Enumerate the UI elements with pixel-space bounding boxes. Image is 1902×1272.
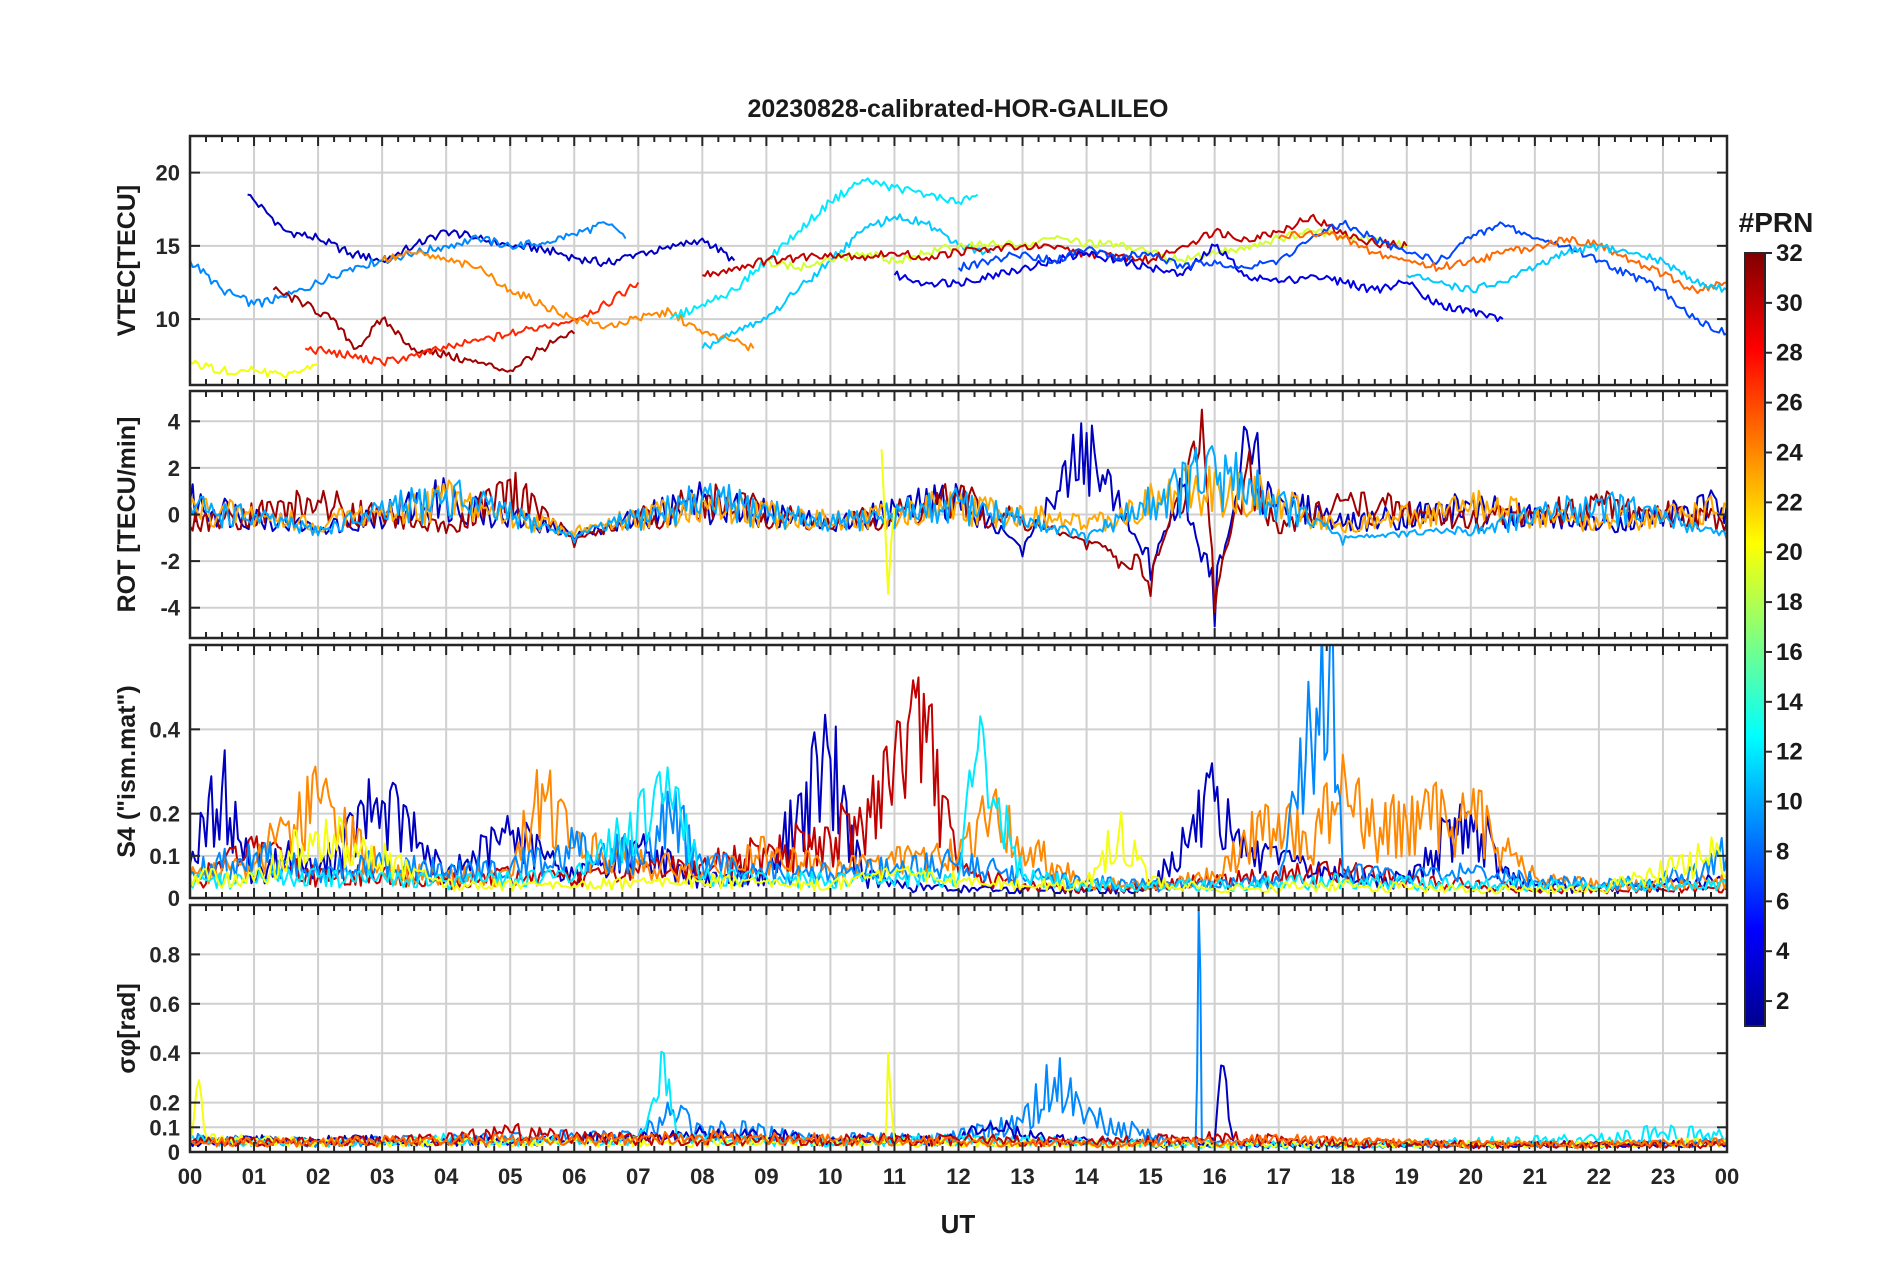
x-tick-label: 00 <box>178 1164 202 1189</box>
panel-sigma-phi: 00.10.2 0.4 0.6 0.8 σφ[rad] <box>113 903 1729 1165</box>
colorbar-tick-label: 30 <box>1776 290 1803 317</box>
x-tick-label: 03 <box>370 1164 394 1189</box>
colorbar-title: #PRN <box>1739 207 1814 238</box>
x-tick-label: 05 <box>498 1164 522 1189</box>
x-tick-label: 10 <box>818 1164 842 1189</box>
series-prn-3 <box>247 193 736 268</box>
y-tick-label: 0.2 <box>149 802 180 827</box>
x-tick-label: 04 <box>434 1164 459 1189</box>
colorbar-tick-label: 18 <box>1776 589 1803 616</box>
y-tick-label: 0.4 <box>149 1041 180 1066</box>
colorbar-tick-label: 22 <box>1776 489 1803 516</box>
x-tick-label: 20 <box>1459 1164 1483 1189</box>
y-axis-label-vtec: VTEC[TECU] <box>113 185 141 336</box>
colorbar-bar <box>1744 252 1766 1027</box>
colorbar-tick-label: 26 <box>1776 390 1803 417</box>
y-tick-label: 15 <box>156 234 180 259</box>
series-prn-20 <box>880 449 896 595</box>
series-group <box>190 408 1727 628</box>
series-prn-24 <box>190 753 1727 892</box>
y-tick-label: -2 <box>160 549 180 574</box>
y-tick-label: 0.1 <box>149 844 180 869</box>
x-tick-label: 17 <box>1266 1164 1290 1189</box>
y-axis-label-s4: S4 ("ism.mat") <box>113 685 141 857</box>
colorbar-tick-label: 32 <box>1776 240 1803 267</box>
series-prn-9 <box>190 221 627 308</box>
x-tick-label: 11 <box>883 1164 906 1189</box>
colorbar-tick-label: 6 <box>1776 888 1789 915</box>
panel-vtec: 10 15 20 VTEC[TECU] <box>113 134 1729 387</box>
y-tick-label: 0.6 <box>149 992 180 1017</box>
series-prn-12 <box>190 715 1727 893</box>
colorbar-tick-label: 16 <box>1776 639 1803 666</box>
x-tick-label: 09 <box>754 1164 778 1189</box>
x-tick-label: 06 <box>562 1164 586 1189</box>
series-prn-11 <box>701 213 992 350</box>
y-tick-label: 0 <box>168 503 180 528</box>
y-tick-label: 10 <box>156 307 180 332</box>
series-prn-31 <box>272 286 576 373</box>
chart-title: 20230828-calibrated-HOR-GALILEO <box>748 95 1169 123</box>
x-tick-label: 22 <box>1587 1164 1611 1189</box>
y-tick-label: 0 <box>168 886 180 911</box>
y-tick-label: 20 <box>156 161 180 186</box>
series-prn-4 <box>893 243 1504 322</box>
colorbar-tick-label: 10 <box>1776 789 1803 816</box>
colorbar-tick-label: 8 <box>1776 838 1789 865</box>
colorbar-tick-label: 4 <box>1776 938 1790 965</box>
series-prn-11 <box>1406 243 1727 294</box>
x-tick-label: 18 <box>1331 1164 1355 1189</box>
y-tick-label: 0 <box>168 1140 180 1165</box>
x-tick-label: 16 <box>1202 1164 1226 1189</box>
series-prn-27 <box>304 281 640 367</box>
panel-rot: -4 -2 0 2 4 ROT [TECU/min] <box>113 389 1729 640</box>
series-prn-24 <box>381 249 755 352</box>
x-tick-label: 13 <box>1010 1164 1034 1189</box>
x-tick-label: 14 <box>1074 1164 1099 1189</box>
y-tick-label: 0.1 <box>149 1115 180 1140</box>
y-tick-label: 0.2 <box>149 1091 180 1116</box>
series-prn-12 <box>669 177 979 320</box>
x-tick-label: 08 <box>690 1164 714 1189</box>
series-prn-7 <box>957 219 1727 336</box>
colorbar-tick-label: 12 <box>1776 739 1803 766</box>
series-group <box>190 177 1727 379</box>
y-axis-label-sigma-phi: σφ[rad] <box>113 983 141 1074</box>
colorbar-tick-label: 14 <box>1776 689 1803 716</box>
y-tick-label: 4 <box>168 409 181 434</box>
series-prn-25 <box>1277 230 1727 295</box>
series-prn-20 <box>190 359 319 379</box>
series-prn-9 <box>190 645 1727 893</box>
colorbar-tick-label: 24 <box>1776 439 1803 466</box>
series-prn-30 <box>702 213 1408 278</box>
y-axis-label-rot: ROT [TECU/min] <box>113 417 141 613</box>
series-prn-10 <box>190 445 1727 546</box>
y-tick-label: -4 <box>160 596 180 621</box>
x-tick-label: 07 <box>626 1164 650 1189</box>
x-tick-label: 01 <box>242 1164 266 1189</box>
y-tick-label: 0.8 <box>149 942 180 967</box>
colorbar-tick-label: 20 <box>1776 539 1803 566</box>
y-tick-label: 0.4 <box>149 717 180 742</box>
x-axis-label: UT <box>941 1209 976 1239</box>
panel-s4: 0 0.1 0.2 0.4 S4 ("ism.mat") <box>113 643 1729 911</box>
x-tick-label: 00 <box>1715 1164 1739 1189</box>
colorbar-tick-label: 2 <box>1776 988 1789 1015</box>
x-tick-label: 21 <box>1523 1164 1547 1189</box>
x-tick-label: 02 <box>306 1164 330 1189</box>
y-tick-label: 2 <box>168 456 180 481</box>
colorbar-tick-label: 28 <box>1776 340 1803 367</box>
x-tick-label: 19 <box>1395 1164 1419 1189</box>
x-tick-label: 23 <box>1651 1164 1675 1189</box>
x-tick-label: 15 <box>1138 1164 1162 1189</box>
x-tick-label: 12 <box>946 1164 970 1189</box>
